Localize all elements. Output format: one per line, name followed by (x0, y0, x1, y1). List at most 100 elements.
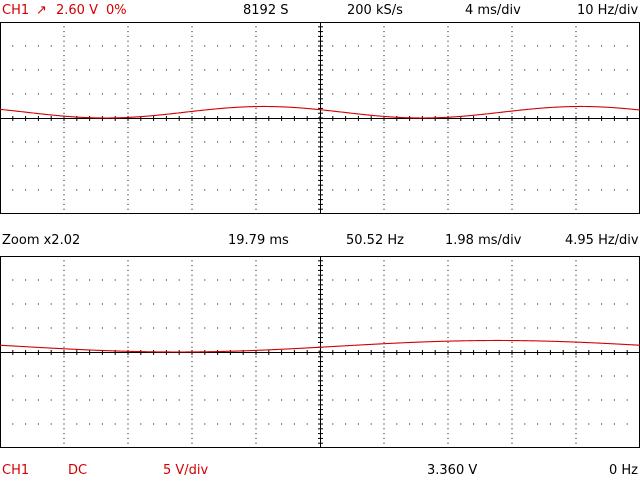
grid-dot (256, 26, 257, 27)
grid-dot (576, 414, 577, 415)
grid-dot (243, 142, 244, 143)
grid-dot (384, 74, 385, 75)
freq-per-div[interactable]: 10 Hz/div (577, 0, 638, 22)
grid-dot (64, 409, 65, 410)
grid-dot (588, 94, 589, 95)
grid-dot (128, 361, 129, 362)
zoom-time-per-div[interactable]: 1.98 ms/div (445, 230, 521, 252)
grid-dot (576, 204, 577, 205)
grid-dot (128, 284, 129, 285)
grid-dot (128, 55, 129, 56)
grid-dot (38, 376, 39, 377)
grid-dot (576, 79, 577, 80)
grid-dot (448, 390, 449, 391)
grid-dot (294, 376, 295, 377)
grid-dot (512, 414, 513, 415)
grid-dot (0, 400, 1, 401)
grid-dot (192, 380, 193, 381)
grid-dot (128, 390, 129, 391)
grid-dot (102, 46, 103, 47)
grid-dot (473, 304, 474, 305)
trigger-rising-edge-icon[interactable]: ↗ (36, 0, 47, 22)
grid-dot (384, 113, 385, 114)
grid-dot (76, 424, 77, 425)
grid-dot (486, 166, 487, 167)
grid-dot (268, 304, 269, 305)
grid-dot (128, 132, 129, 133)
grid-dot (153, 376, 154, 377)
grid-dot (76, 304, 77, 305)
grid-dot (448, 347, 449, 348)
grid-dot (64, 424, 65, 425)
grid-dot (140, 424, 141, 425)
grid-dot (128, 103, 129, 104)
grid-dot (448, 380, 449, 381)
grid-dot (256, 414, 257, 415)
grid-dot (25, 424, 26, 425)
sample-rate[interactable]: 200 kS/s (347, 0, 403, 22)
grid-dot (102, 328, 103, 329)
grid-dot (89, 376, 90, 377)
grid-dot (192, 337, 193, 338)
zoom-scope-display[interactable] (0, 256, 640, 448)
grid-dot (537, 190, 538, 191)
zoom-freq-per-div[interactable]: 4.95 Hz/div (565, 230, 639, 252)
grid-dot (576, 275, 577, 276)
grid-dot (499, 142, 500, 143)
grid-dot (396, 328, 397, 329)
grid-dot (550, 142, 551, 143)
voltage-readout: 3.360 V (427, 460, 477, 482)
grid-dot (537, 328, 538, 329)
grid-dot (256, 204, 257, 205)
grid-dot (89, 166, 90, 167)
grid-dot (64, 22, 65, 23)
grid-dot (192, 400, 193, 401)
grid-dot (128, 190, 129, 191)
grid-dot (256, 275, 257, 276)
trigger-level[interactable]: 2.60 V (56, 0, 98, 22)
zoom-factor[interactable]: Zoom x2.02 (2, 230, 80, 252)
grid-dot (371, 190, 372, 191)
grid-dot (128, 166, 129, 167)
grid-dot (627, 376, 628, 377)
grid-dot (588, 280, 589, 281)
grid-dot (563, 70, 564, 71)
grid-dot (448, 376, 449, 377)
grid-dot (384, 270, 385, 271)
grid-dot (64, 79, 65, 80)
grid-dot (448, 41, 449, 42)
volts-per-div[interactable]: 5 V/div (163, 460, 208, 482)
grid-dot (307, 304, 308, 305)
grid-dot (192, 390, 193, 391)
bottom-channel-label[interactable]: CH1 (2, 460, 29, 482)
grid-dot (384, 342, 385, 343)
grid-dot (576, 385, 577, 386)
grid-dot (409, 46, 410, 47)
grid-dot (576, 361, 577, 362)
grid-dot (25, 94, 26, 95)
grid-dot (576, 299, 577, 300)
grid-dot (576, 146, 577, 147)
grid-dot (281, 400, 282, 401)
grid-dot (256, 132, 257, 133)
time-per-div[interactable]: 4 ms/div (465, 0, 521, 22)
grid-dot (51, 328, 52, 329)
channel-label[interactable]: CH1 (2, 0, 29, 22)
trigger-position[interactable]: 0% (106, 0, 127, 22)
grid-dot (512, 209, 513, 210)
main-scope-display[interactable] (0, 22, 640, 214)
grid-dot (192, 289, 193, 290)
grid-dot (128, 161, 129, 162)
grid-dot (384, 161, 385, 162)
grid-dot (243, 400, 244, 401)
grid-dot (384, 289, 385, 290)
grid-dot (576, 318, 577, 319)
grid-dot (550, 70, 551, 71)
grid-dot (25, 142, 26, 143)
grid-dot (614, 166, 615, 167)
grid-dot (64, 170, 65, 171)
grid-dot (512, 26, 513, 27)
sample-count[interactable]: 8192 S (243, 0, 288, 22)
coupling-mode[interactable]: DC (68, 460, 87, 482)
grid-dot (268, 142, 269, 143)
